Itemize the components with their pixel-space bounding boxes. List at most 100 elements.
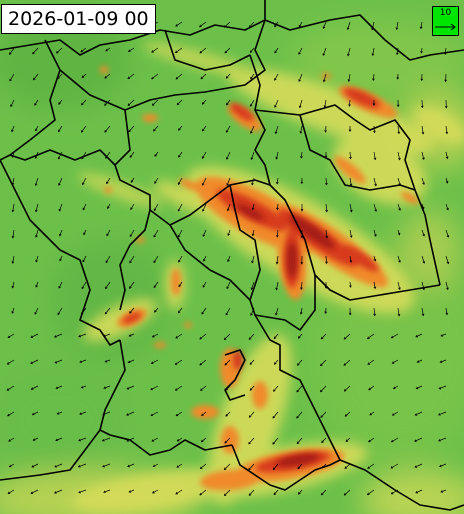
wind-vector-head <box>272 442 275 445</box>
wind-vector <box>397 203 401 211</box>
wind-vector <box>32 47 39 55</box>
wind-vector-head <box>31 465 34 468</box>
wind-vector-head <box>53 491 57 494</box>
wind-vector <box>414 437 423 442</box>
wind-vector <box>373 151 376 160</box>
wind-vector <box>396 21 399 30</box>
wind-vector-head <box>299 131 303 134</box>
wind-vector <box>224 359 231 366</box>
wind-vector-head <box>154 154 157 157</box>
wind-vector-head <box>128 490 132 493</box>
wind-vector-head <box>343 337 347 340</box>
wind-vector-head <box>298 52 301 55</box>
wind-vector-head <box>368 387 371 391</box>
wind-vector <box>58 177 63 186</box>
wind-vector-head <box>57 312 60 316</box>
wind-vector <box>130 177 135 183</box>
wind-vector <box>373 177 377 186</box>
wind-vector <box>397 229 400 235</box>
wind-vector-head <box>395 27 399 31</box>
wind-vector <box>250 99 255 107</box>
wind-vector-head <box>227 233 230 237</box>
wind-vector-head <box>225 76 229 79</box>
wind-vector <box>105 359 111 363</box>
wind-vector <box>81 385 87 389</box>
wind-vector <box>440 489 447 493</box>
wind-vector-head <box>249 362 253 365</box>
wind-vector <box>104 125 111 133</box>
wind-vector <box>440 359 447 363</box>
wind-vector <box>226 99 231 106</box>
wind-vector <box>349 203 352 212</box>
wind-vector <box>390 463 399 469</box>
wind-vector <box>153 125 159 132</box>
wind-vector-head <box>446 235 450 238</box>
wind-vector-head <box>390 491 394 495</box>
wind-vector <box>7 385 15 391</box>
wind-vector-head <box>30 335 34 338</box>
wind-vector <box>175 47 183 53</box>
wind-vector <box>59 255 63 261</box>
wind-vector-head <box>177 234 181 238</box>
wind-vector-head <box>439 464 442 468</box>
wind-vector-head <box>273 362 277 365</box>
wind-vector <box>32 411 39 416</box>
wind-vector-head <box>300 156 303 159</box>
wind-vector <box>298 489 303 495</box>
wind-vector-head <box>275 156 279 160</box>
wind-vector <box>175 21 183 27</box>
wind-vector <box>154 151 159 157</box>
wind-vector-head <box>35 259 38 263</box>
wind-vector <box>251 255 255 263</box>
wind-vector <box>276 151 279 160</box>
wind-vector <box>296 411 303 419</box>
wind-vector <box>227 203 231 211</box>
wind-vector-head <box>104 311 108 315</box>
wind-vector-head <box>391 413 395 416</box>
wind-vector <box>226 151 231 160</box>
wind-vector <box>7 333 15 338</box>
wind-vector <box>225 125 231 133</box>
wind-vector <box>420 21 423 29</box>
wind-vector <box>103 333 111 337</box>
wind-vector-head <box>201 102 205 105</box>
wind-vector <box>347 21 351 30</box>
wind-vector-head <box>150 387 153 391</box>
wind-vector <box>320 385 327 393</box>
wind-vector-head <box>444 79 447 83</box>
wind-vector-head <box>298 105 302 109</box>
wind-vector <box>391 333 399 339</box>
wind-vector <box>35 281 39 288</box>
wind-vector <box>325 229 328 238</box>
wind-vector-head <box>297 363 300 366</box>
wind-vector <box>438 437 447 442</box>
wind-vector-head <box>106 181 109 185</box>
wind-vector <box>276 229 279 238</box>
wind-vector <box>227 255 231 262</box>
wind-vector <box>224 333 231 340</box>
wind-vector-head <box>201 183 205 186</box>
wind-vector-head <box>391 361 395 364</box>
wind-vector <box>178 125 183 131</box>
border-river-state <box>249 54 441 301</box>
wind-vector-head <box>348 104 351 107</box>
wind-vector-head <box>151 439 155 442</box>
wind-vector-head <box>178 284 181 288</box>
wind-vector-head <box>104 359 108 363</box>
wind-vector <box>274 47 279 53</box>
wind-vector-head <box>296 416 299 419</box>
wind-vector <box>252 203 255 210</box>
wind-vector-head <box>11 129 14 133</box>
wind-vector-head <box>57 156 61 160</box>
wind-vector-head <box>445 131 449 135</box>
wind-vector <box>344 385 351 392</box>
wind-vector-head <box>106 233 109 237</box>
wind-vector <box>178 255 183 263</box>
wind-vector <box>322 47 327 56</box>
wind-vector-head <box>11 235 15 239</box>
wind-vector <box>321 489 327 496</box>
wind-vector-head <box>200 388 203 391</box>
wind-vector <box>391 437 399 443</box>
wind-vector <box>150 385 159 391</box>
